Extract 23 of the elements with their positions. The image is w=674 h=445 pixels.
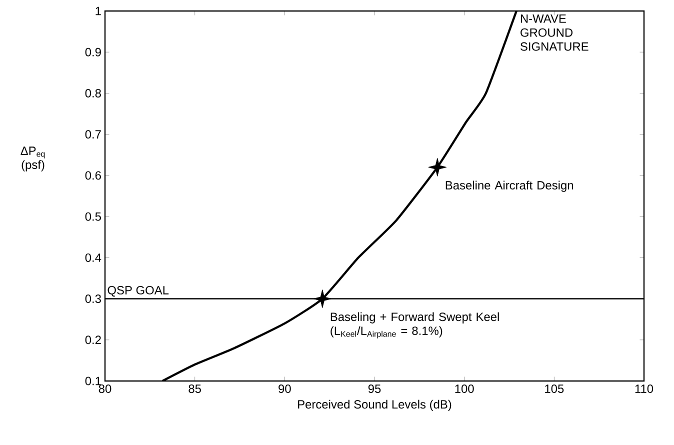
x-axis-title: Perceived Sound Levels (dB) (298, 400, 452, 411)
x-tick-label: 110 (635, 384, 654, 393)
x-tick-label: 85 (188, 384, 201, 393)
x-tick-label: 105 (545, 384, 564, 393)
annotation: Baseline Aircraft Design (446, 180, 574, 192)
y-tick-label: 0.7 (85, 130, 101, 139)
series-label: N-WAVE GROUND SIGNATURE (520, 14, 588, 51)
x-tick-label: 90 (278, 384, 291, 393)
y-tick-label: 0.6 (85, 171, 101, 180)
x-tick-label: 80 (98, 384, 112, 393)
y-tick-label: 0.9 (85, 48, 101, 56)
y-tick-label: 0.4 (85, 253, 102, 262)
y-tick-label: 0.8 (85, 88, 101, 98)
y-tick-label: 0.2 (85, 336, 101, 344)
x-tick-label: 95 (368, 384, 381, 393)
y-tick-label: 1 (96, 6, 101, 16)
annotation: Baseling + Forward Swept Keel (L$_{Keel}$/L$_{Airplane}$ = 8.1%) (330, 312, 499, 338)
y-tick-label: 0.5 (85, 212, 101, 221)
y-tick-label: 0.3 (85, 294, 101, 303)
ref-line-label: QSP GOAL (108, 286, 169, 297)
y-tick-label: 0.1 (85, 376, 101, 386)
y-axis-title: ΔP$_{eq}$ (psf) (20, 146, 45, 172)
x-tick-label: 100 (455, 384, 474, 393)
